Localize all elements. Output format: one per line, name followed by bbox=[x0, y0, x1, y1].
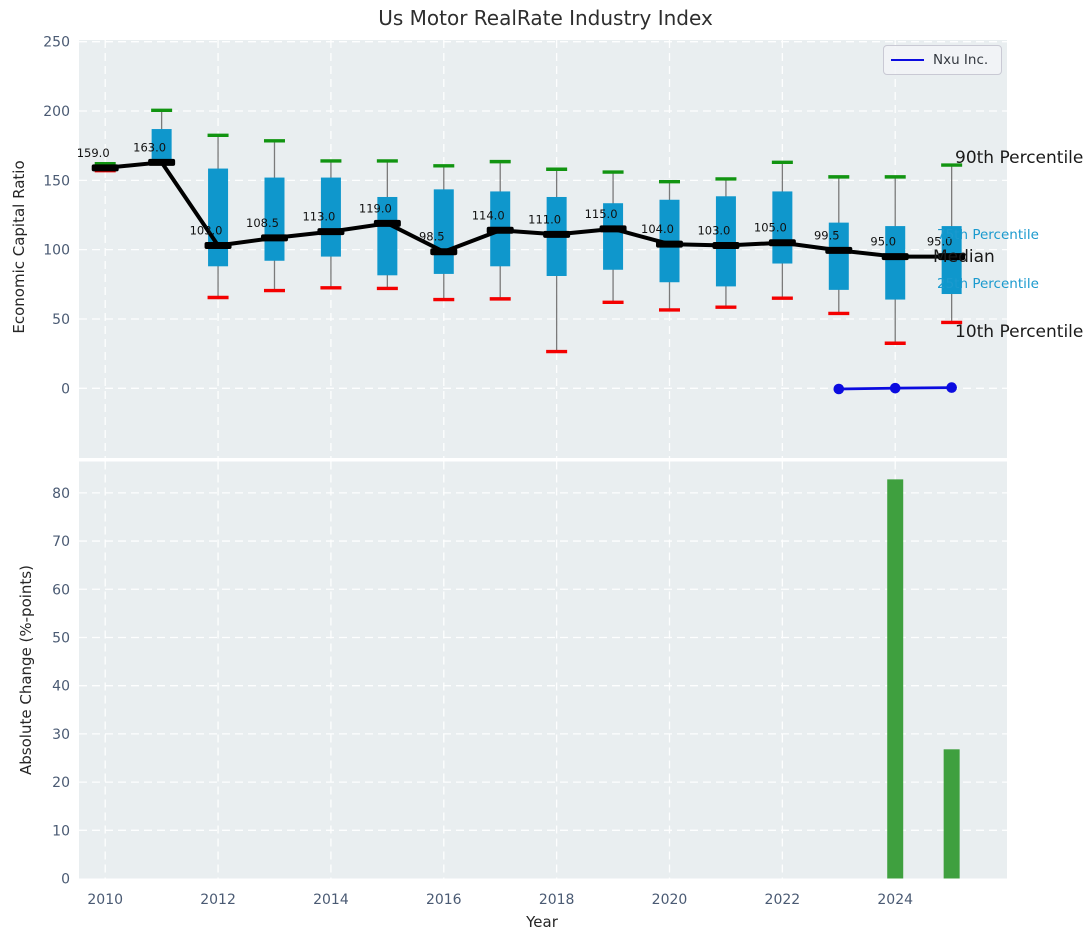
median-label-2017: 114.0 bbox=[472, 208, 505, 222]
median-label-2024: 95.0 bbox=[870, 235, 896, 249]
box-2012 bbox=[208, 168, 229, 267]
median-marker-2011 bbox=[148, 158, 176, 166]
nxu-point-2023 bbox=[833, 383, 845, 395]
y-axis-label-top: Economic Capital Ratio bbox=[10, 160, 28, 334]
y-tick-label-bottom: 80 bbox=[52, 486, 70, 502]
x-tick-label: 2016 bbox=[426, 892, 462, 908]
y-tick-label-top: 150 bbox=[43, 173, 70, 189]
median-marker-2022 bbox=[768, 239, 796, 247]
median-label-2015: 119.0 bbox=[359, 201, 392, 215]
y-tick-label-bottom: 10 bbox=[52, 823, 70, 839]
x-tick-label: 2018 bbox=[539, 892, 575, 908]
bar-2024 bbox=[887, 479, 904, 879]
x-tick-label: 2012 bbox=[200, 892, 236, 908]
median-label-2022: 105.0 bbox=[754, 221, 787, 235]
bar-2025 bbox=[943, 749, 960, 879]
median-marker-2020 bbox=[656, 240, 683, 248]
nxu-point-2025 bbox=[946, 382, 957, 393]
y-tick-label-bottom: 0 bbox=[61, 872, 70, 888]
y-tick-label-top: 250 bbox=[43, 35, 70, 51]
x-axis-label: Year bbox=[526, 913, 558, 931]
median-label-2014: 113.0 bbox=[302, 210, 335, 224]
y-tick-label-bottom: 60 bbox=[52, 582, 70, 598]
annotation-10th-percentile: 10th Percentile bbox=[955, 322, 1084, 342]
y-axis-label-bottom: Absolute Change (%-points) bbox=[17, 565, 35, 775]
median-marker-2013 bbox=[260, 234, 288, 242]
box-2011 bbox=[151, 129, 172, 163]
box-2019 bbox=[603, 203, 624, 270]
y-tick-label-top: 200 bbox=[43, 104, 70, 120]
y-tick-label-top: 100 bbox=[43, 243, 70, 259]
y-tick-label-bottom: 20 bbox=[52, 775, 70, 791]
median-label-2021: 103.0 bbox=[697, 224, 730, 238]
box-2021 bbox=[715, 196, 736, 287]
median-marker-2021 bbox=[712, 242, 740, 250]
bottom-panel-background bbox=[79, 461, 1007, 879]
median-marker-2012 bbox=[204, 242, 232, 250]
y-tick-label-bottom: 50 bbox=[52, 630, 70, 646]
y-tick-label-top: 50 bbox=[52, 312, 70, 328]
median-marker-2010 bbox=[91, 164, 119, 172]
median-label-2023: 99.5 bbox=[814, 228, 840, 242]
y-tick-label-top: 0 bbox=[61, 381, 70, 397]
median-marker-2014 bbox=[317, 228, 345, 236]
box-2014 bbox=[320, 177, 341, 257]
box-2015 bbox=[377, 196, 398, 276]
median-label-2020: 104.0 bbox=[641, 222, 674, 236]
median-label-2018: 111.0 bbox=[528, 212, 561, 226]
median-marker-2023 bbox=[825, 246, 853, 254]
median-label-2012: 103.0 bbox=[190, 224, 223, 238]
median-label-2019: 115.0 bbox=[585, 207, 618, 221]
median-marker-2018 bbox=[543, 230, 571, 238]
x-tick-label: 2022 bbox=[765, 892, 801, 908]
y-tick-label-bottom: 40 bbox=[52, 679, 70, 695]
legend-label: Nxu Inc. bbox=[933, 52, 989, 68]
y-tick-label-bottom: 30 bbox=[52, 727, 70, 743]
y-tick-label-bottom: 70 bbox=[52, 534, 70, 550]
median-marker-2015 bbox=[373, 219, 401, 227]
median-marker-2016 bbox=[430, 248, 458, 256]
box-2023 bbox=[828, 222, 849, 290]
x-tick-label: 2024 bbox=[877, 892, 913, 908]
median-label-2010: 159.0 bbox=[77, 146, 110, 160]
annotation-90th-percentile: 90th Percentile bbox=[955, 148, 1084, 168]
median-marker-2019 bbox=[599, 225, 627, 233]
median-marker-2025 bbox=[938, 253, 966, 261]
median-label-2013: 108.5 bbox=[246, 216, 279, 230]
chart-title: Us Motor RealRate Industry Index bbox=[378, 6, 713, 30]
annotation-25th-percentile: 25th Percentile bbox=[937, 276, 1039, 292]
x-tick-label: 2020 bbox=[652, 892, 688, 908]
median-marker-2017 bbox=[486, 226, 514, 234]
annotation-75th-percentile: 75th Percentile bbox=[937, 227, 1039, 243]
legend-line-swatch bbox=[891, 59, 924, 61]
x-tick-label: 2014 bbox=[313, 892, 349, 908]
x-tick-label: 2010 bbox=[87, 892, 123, 908]
annotation-median: Median bbox=[933, 247, 995, 267]
median-marker-2024 bbox=[881, 253, 909, 261]
median-label-2011: 163.0 bbox=[133, 140, 166, 154]
median-label-2016: 98.5 bbox=[419, 230, 445, 244]
box-2024 bbox=[885, 226, 906, 300]
nxu-point-2024 bbox=[889, 382, 901, 394]
legend: Nxu Inc. bbox=[883, 45, 1002, 75]
median-label-2025: 95.0 bbox=[927, 235, 953, 249]
median-line bbox=[105, 160, 952, 259]
